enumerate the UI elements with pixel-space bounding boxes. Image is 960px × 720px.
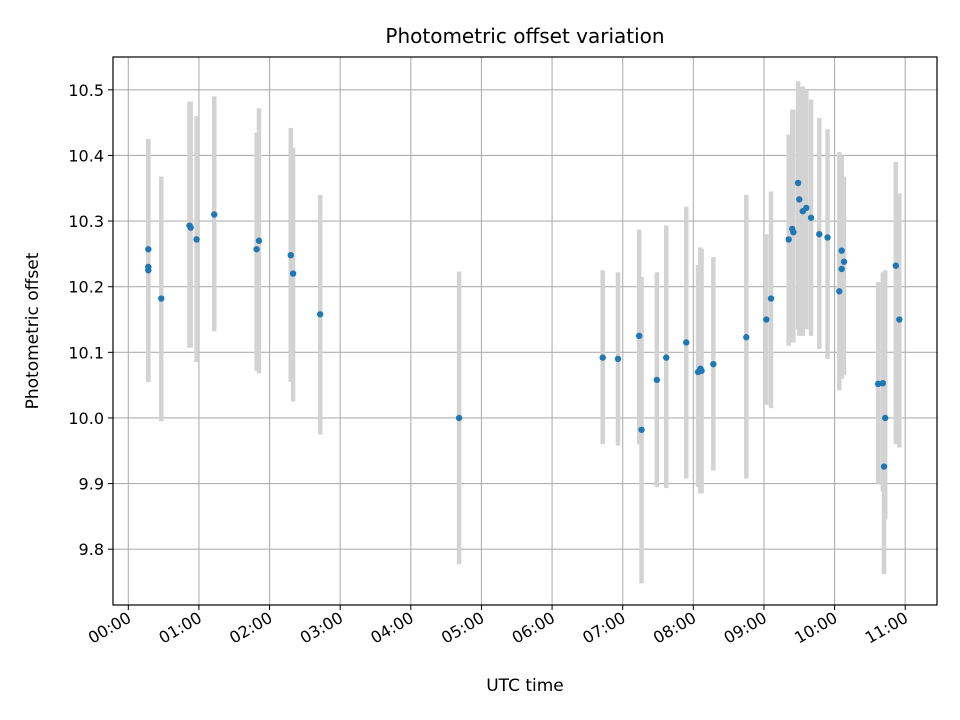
data-points bbox=[145, 179, 903, 470]
data-point bbox=[211, 211, 218, 218]
x-tick-label: 02:00 bbox=[226, 608, 275, 648]
x-axis-label: UTC time bbox=[486, 676, 564, 696]
x-tick-label: 09:00 bbox=[721, 608, 770, 648]
data-point bbox=[187, 224, 194, 231]
y-tick-label: 10.4 bbox=[68, 146, 104, 165]
data-point bbox=[785, 236, 792, 243]
data-point bbox=[796, 196, 803, 203]
x-tick-label: 01:00 bbox=[155, 608, 204, 648]
data-point bbox=[145, 246, 152, 253]
data-point bbox=[710, 360, 717, 368]
data-point bbox=[794, 179, 802, 187]
data-point bbox=[638, 426, 645, 433]
data-point bbox=[614, 355, 622, 363]
data-point bbox=[255, 237, 263, 244]
data-point bbox=[663, 354, 670, 361]
y-tick-label: 10.2 bbox=[68, 278, 104, 297]
errorbars bbox=[146, 81, 902, 584]
x-tick-label: 11:00 bbox=[862, 608, 911, 648]
data-point bbox=[892, 262, 899, 269]
x-tick-label: 08:00 bbox=[650, 608, 699, 648]
data-point bbox=[763, 316, 770, 323]
data-point bbox=[816, 230, 823, 238]
data-point bbox=[838, 265, 845, 273]
y-tick-label: 10.5 bbox=[68, 81, 104, 100]
data-point bbox=[253, 246, 260, 253]
data-point bbox=[880, 463, 888, 470]
y-tick-label: 10.0 bbox=[68, 409, 104, 428]
data-point bbox=[145, 267, 152, 274]
data-point bbox=[836, 288, 843, 295]
data-point bbox=[683, 339, 690, 346]
y-tick-label: 9.9 bbox=[79, 475, 104, 494]
data-point bbox=[635, 332, 643, 340]
data-point bbox=[807, 214, 815, 221]
y-axis: 9.8 9.9 10.0 10.1 10.2 10.3 10.4 10.5 bbox=[68, 81, 113, 559]
y-tick-label: 10.3 bbox=[68, 212, 104, 231]
data-point bbox=[193, 236, 200, 243]
data-point bbox=[743, 334, 750, 341]
chart-title: Photometric offset variation bbox=[385, 24, 664, 48]
x-tick-label: 10:00 bbox=[791, 608, 840, 648]
data-point bbox=[289, 270, 297, 277]
x-tick-label: 05:00 bbox=[438, 608, 487, 648]
y-tick-label: 9.8 bbox=[79, 540, 104, 559]
grid bbox=[113, 57, 937, 605]
data-point bbox=[803, 204, 810, 212]
x-tick-label: 00:00 bbox=[85, 608, 134, 648]
data-point bbox=[838, 247, 845, 254]
data-point bbox=[287, 251, 294, 259]
data-point bbox=[316, 311, 324, 318]
x-axis: 00:00 01:00 02:00 03:00 04:00 05:00 06:00 07:00… bbox=[85, 605, 911, 648]
x-tick-label: 04:00 bbox=[367, 608, 416, 648]
data-point bbox=[874, 380, 882, 388]
y-axis-label: Photometric offset bbox=[23, 252, 43, 409]
y-tick-label: 10.1 bbox=[68, 343, 104, 362]
data-point bbox=[882, 414, 889, 422]
data-point bbox=[824, 234, 831, 241]
data-point bbox=[455, 414, 463, 422]
x-tick-label: 07:00 bbox=[579, 608, 628, 648]
data-point bbox=[790, 229, 797, 236]
data-point bbox=[653, 376, 661, 384]
data-point bbox=[158, 295, 165, 302]
data-point bbox=[840, 258, 848, 265]
data-point bbox=[599, 354, 606, 361]
x-tick-label: 06:00 bbox=[509, 608, 558, 648]
data-point bbox=[767, 295, 775, 302]
data-point bbox=[698, 367, 705, 374]
data-point bbox=[896, 316, 903, 323]
data-point bbox=[879, 379, 887, 387]
plot-frame bbox=[112, 56, 938, 606]
x-tick-label: 03:00 bbox=[297, 608, 346, 648]
